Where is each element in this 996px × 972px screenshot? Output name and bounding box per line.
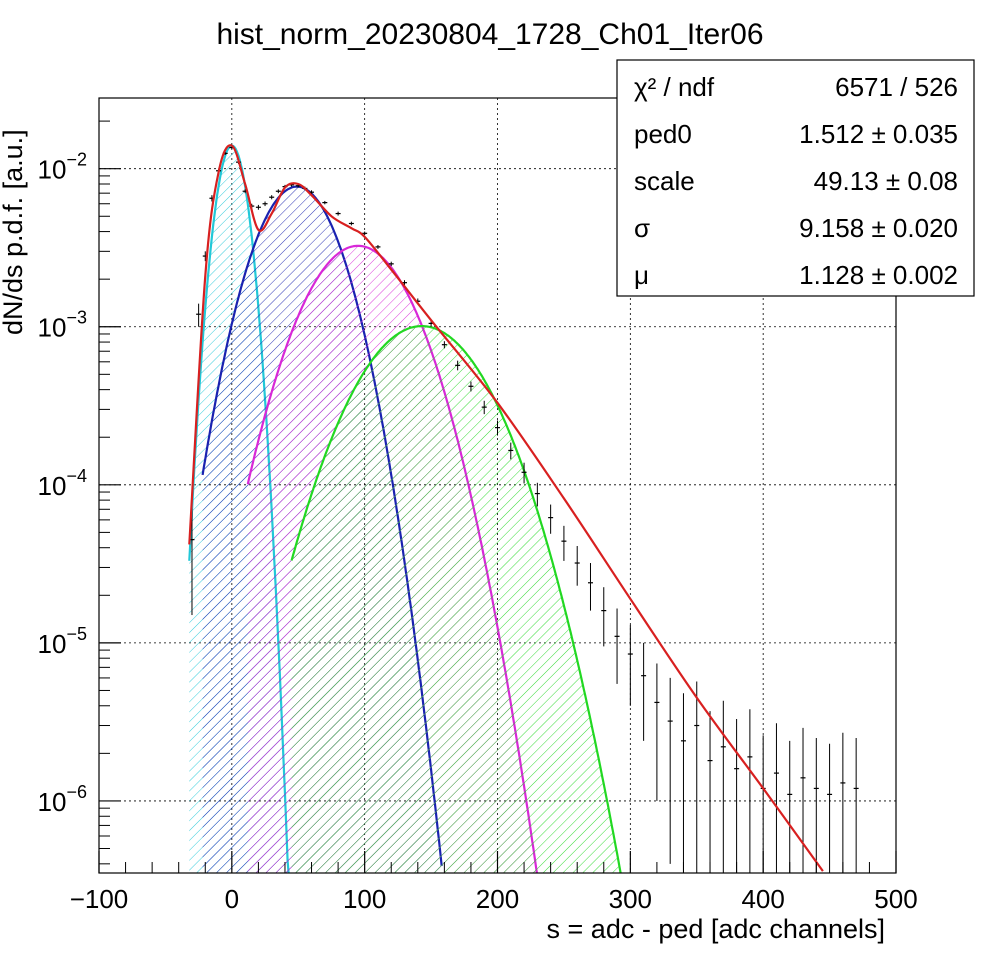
stats-row-value: 6571 / 526: [835, 72, 958, 102]
stats-box: χ² / ndf 6571 / 526 ped0 1.512 ± 0.035 scale…: [616, 59, 975, 297]
axes: −100 0 100 200 300 400 500 10−6 10−5 10−4 10−3 10−2: [38, 120, 918, 914]
x-tick-label: −100: [70, 884, 129, 914]
stats-row-value: 1.512 ± 0.035: [799, 119, 958, 149]
stats-box-frame: [616, 59, 975, 297]
stats-row-name: scale: [634, 166, 695, 196]
x-tick-label: 400: [741, 884, 784, 914]
component-fill: [291, 326, 628, 873]
stats-row-name: μ: [634, 260, 649, 290]
stats-row-value: 49.13 ± 0.08: [814, 166, 958, 196]
stats-row-name: χ² / ndf: [634, 72, 715, 102]
x-tick-label: 500: [874, 884, 917, 914]
y-tick-label: 10−3: [38, 308, 87, 343]
y-tick-label: 10−4: [38, 466, 87, 501]
x-tick-label: 300: [609, 884, 652, 914]
stats-row-value: 1.128 ± 0.002: [799, 260, 958, 290]
stats-row-name: ped0: [634, 119, 692, 149]
chart-title: hist_norm_20230804_1728_Ch01_Iter06: [216, 18, 763, 51]
x-tick-label: 0: [225, 884, 239, 914]
component-curve: [290, 325, 622, 873]
total-fit: [188, 144, 824, 872]
y-tick-label: 10−6: [38, 782, 87, 817]
stats-row-value: 9.158 ± 0.020: [799, 213, 958, 243]
x-axis-label: s = adc - ped [adc channels]: [547, 914, 885, 944]
stats-row-name: σ: [634, 213, 650, 243]
x-tick-label: 200: [476, 884, 519, 914]
y-tick-label: 10−5: [38, 624, 87, 659]
y-axis-label: dN/ds p.d.f. [a.u.]: [0, 129, 28, 335]
y-tick-label: 10−2: [38, 150, 87, 185]
x-tick-label: 100: [343, 884, 386, 914]
total-fit-curve: [188, 144, 824, 872]
